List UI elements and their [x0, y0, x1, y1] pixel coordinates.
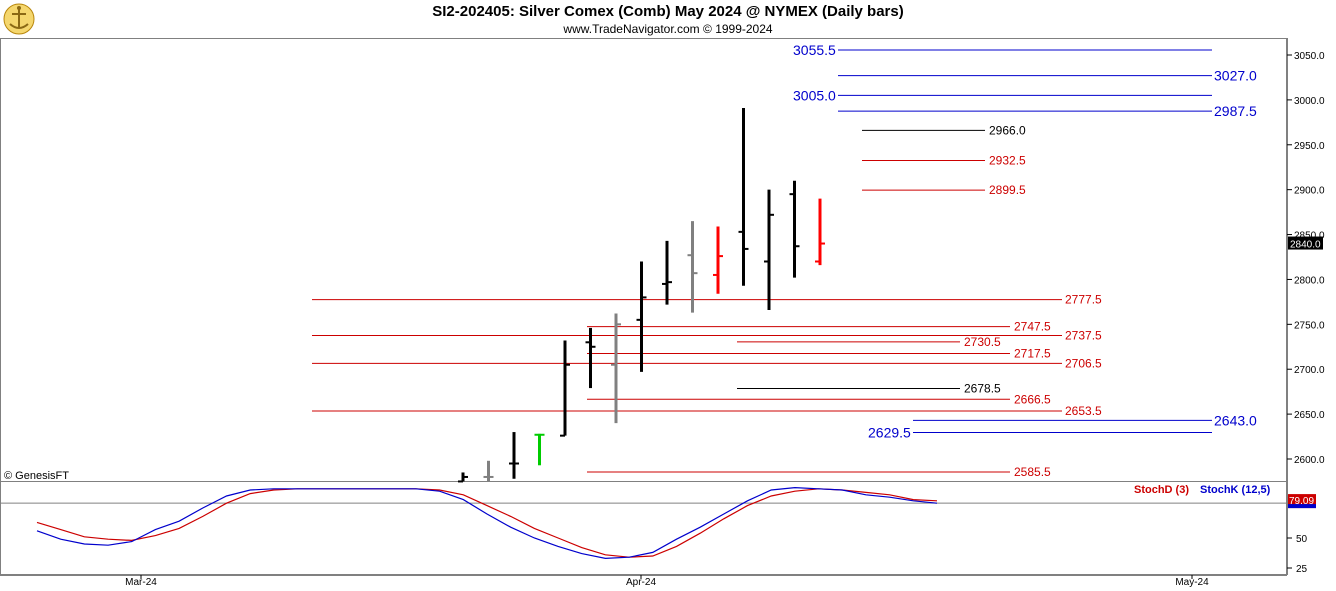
ohlc-bar: [483, 460, 494, 482]
price-tick-label: 2950.0: [1294, 141, 1325, 152]
indicator-panel-frame: [0, 481, 1287, 575]
ohlc-bar: [662, 240, 672, 305]
last-price-label: 2840.0: [1290, 240, 1321, 251]
price-tick-label: 2700.0: [1294, 365, 1325, 376]
level-label-2737.5: 2737.5: [1065, 329, 1102, 343]
level-label-2585.5: 2585.5: [1014, 465, 1051, 479]
chart-header: SI2-202405: Silver Comex (Comb) May 2024…: [0, 0, 1336, 38]
price-tick-label: 3050.0: [1294, 51, 1325, 62]
ohlc-bar: [738, 107, 749, 286]
trade-navigator-logo-icon: [2, 2, 36, 36]
ohlc-bar: [687, 221, 698, 313]
level-label-2666.5: 2666.5: [1014, 392, 1051, 406]
level-label-2932.5: 2932.5: [989, 153, 1026, 167]
genesis-watermark: © GenesisFT: [4, 470, 69, 482]
ohlc-bar: [713, 226, 723, 294]
level-label-2706.5: 2706.5: [1065, 356, 1102, 370]
ohlc-bar: [534, 433, 545, 466]
price-tick-label: 2600.0: [1294, 455, 1325, 466]
last-price-box: [1288, 236, 1323, 250]
stochd-legend: StochD (3): [1134, 484, 1189, 496]
price-tick-label: 3000.0: [1294, 96, 1325, 107]
date-tick-label: Mar-24: [125, 577, 157, 588]
stochk-legend: StochK (12,5): [1200, 484, 1271, 496]
price-tick-label: 2750.0: [1294, 320, 1325, 331]
stoch-tick-label: 50: [1296, 534, 1308, 545]
stochk-line: [36, 486, 938, 560]
level-label-2643.0: 2643.0: [1214, 412, 1257, 428]
level-label-2777.5: 2777.5: [1065, 293, 1102, 307]
level-label-2730.5: 2730.5: [964, 335, 1001, 349]
level-label-3055.5: 3055.5: [793, 42, 836, 58]
level-label-2653.5: 2653.5: [1065, 404, 1102, 418]
level-label-2629.5: 2629.5: [868, 425, 911, 441]
level-label-2678.5: 2678.5: [964, 382, 1001, 396]
stoch-tick-label: 25: [1296, 564, 1308, 575]
date-axis: [0, 575, 1336, 591]
ohlc-bar: [585, 327, 596, 389]
level-label-2966.0: 2966.0: [989, 123, 1026, 137]
ohlc-bar: [636, 261, 647, 372]
price-tick-label: 2850.0: [1294, 231, 1325, 242]
ohlc-bar: [509, 432, 519, 479]
stoch-last-box-k: [1288, 504, 1316, 509]
price-tick-label: 2800.0: [1294, 275, 1325, 286]
date-tick-label: May-24: [1175, 577, 1209, 588]
date-tick-label: Apr-24: [626, 577, 656, 588]
ohlc-bar: [815, 198, 825, 266]
ohlc-bar: [789, 180, 800, 278]
stochd-line: [36, 488, 938, 558]
chart-title: SI2-202405: Silver Comex (Comb) May 2024…: [432, 3, 904, 20]
level-label-3027.0: 3027.0: [1214, 68, 1257, 84]
ohlc-bar: [764, 189, 774, 310]
price-tick-label: 2900.0: [1294, 186, 1325, 197]
ohlc-bar: [611, 313, 621, 424]
level-label-2717.5: 2717.5: [1014, 347, 1051, 361]
ohlc-bar: [458, 472, 468, 483]
level-label-2987.5: 2987.5: [1214, 103, 1257, 119]
level-label-2747.5: 2747.5: [1014, 320, 1051, 334]
chart-subtitle: www.TradeNavigator.com © 1999-2024: [563, 22, 773, 36]
level-label-3005.0: 3005.0: [793, 87, 836, 103]
stoch-last-label: 79.09: [1289, 496, 1314, 507]
price-panel-frame: [0, 38, 1287, 482]
price-tick-label: 2650.0: [1294, 410, 1325, 421]
level-label-2899.5: 2899.5: [989, 183, 1026, 197]
price-axis: [1287, 38, 1336, 575]
ohlc-bar: [560, 340, 570, 437]
